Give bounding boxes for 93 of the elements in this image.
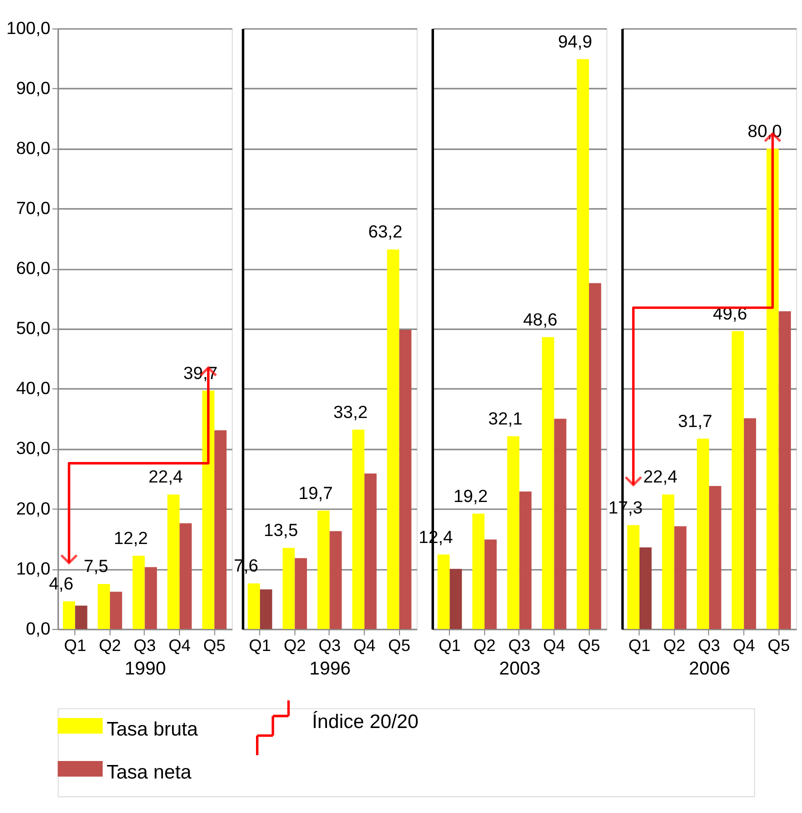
data-label: 19,7 [298, 482, 333, 503]
bar [542, 337, 554, 629]
legend-label: Tasa neta [106, 762, 192, 784]
bar [180, 523, 192, 629]
x-tick-label: Q5 [388, 636, 410, 655]
bar [282, 548, 295, 629]
bar [144, 567, 157, 629]
bar [75, 606, 88, 629]
bar [438, 554, 450, 629]
x-tick-label: Q3 [134, 636, 156, 655]
y-tick-label: 20,0 [16, 498, 51, 518]
data-label: 13,5 [264, 520, 298, 540]
x-tick-label: Q1 [64, 636, 86, 655]
x-axis-title: 1996 [309, 657, 351, 678]
data-label: 80,0 [748, 120, 782, 141]
bar [98, 584, 110, 629]
bar [294, 558, 307, 629]
bar [778, 311, 791, 629]
y-tick-label: 70,0 [16, 198, 51, 218]
bar [662, 494, 674, 629]
x-tick-label: Q5 [768, 636, 790, 655]
bar [709, 486, 722, 629]
bar [696, 438, 710, 629]
bar [364, 473, 377, 629]
x-tick-label: Q3 [698, 636, 720, 655]
x-tick-label: Q1 [628, 636, 651, 655]
x-axis-title: 1990 [124, 657, 166, 678]
y-tick-label: 80,0 [16, 138, 51, 158]
bar [744, 418, 756, 629]
y-tick-label: 60,0 [16, 258, 51, 278]
x-tick-label: Q3 [318, 636, 341, 655]
y-tick-label: 50,0 [16, 318, 51, 338]
bar [484, 540, 497, 629]
y-tick-label: 0,0 [26, 618, 51, 638]
data-label: 63,2 [368, 222, 402, 242]
bar [576, 59, 589, 629]
bar [732, 331, 744, 629]
data-label: 22,4 [643, 466, 678, 487]
y-tick-label: 10,0 [16, 558, 51, 578]
data-label: 12,2 [114, 528, 148, 548]
x-tick-label: Q2 [663, 636, 686, 655]
x-tick-label: Q4 [543, 636, 566, 655]
bar [248, 583, 260, 629]
bar [202, 390, 214, 629]
bar [387, 249, 400, 629]
bar [399, 330, 412, 629]
x-axis-title: 2006 [688, 657, 730, 678]
y-tick-label: 90,0 [16, 78, 51, 98]
bar [472, 514, 485, 629]
bar [674, 526, 686, 629]
bar [627, 525, 640, 629]
x-tick-label: Q4 [732, 636, 755, 655]
x-axis-title: 2003 [499, 657, 541, 678]
data-label: 4,6 [48, 574, 74, 594]
data-label: 7,5 [84, 556, 108, 576]
data-label: 94,9 [558, 31, 592, 52]
x-tick-label: Q5 [578, 636, 600, 655]
bar [214, 430, 227, 629]
bar [507, 436, 520, 629]
x-tick-label: Q2 [98, 636, 122, 655]
bar [519, 491, 532, 629]
x-tick-label: Q4 [353, 636, 376, 655]
data-label: 48,6 [523, 309, 558, 330]
legend-label: Tasa bruta [106, 718, 198, 741]
bar [554, 418, 566, 629]
bar [330, 531, 342, 629]
legend-label: Índice 20/20 [312, 710, 419, 733]
bar [62, 601, 76, 629]
x-tick-label: Q2 [473, 636, 496, 655]
x-tick-label: Q2 [284, 636, 306, 655]
bar [588, 283, 602, 629]
data-label: 32,1 [488, 408, 523, 428]
data-label: 31,7 [678, 410, 712, 431]
data-label: 33,2 [333, 402, 368, 422]
bar [260, 589, 272, 629]
x-tick-label: Q5 [203, 636, 226, 655]
data-label: 19,2 [453, 486, 488, 506]
x-tick-label: Q1 [438, 636, 461, 655]
x-tick-label: Q4 [168, 636, 191, 655]
y-tick-label: 40,0 [16, 378, 51, 398]
y-tick-label: 100,0 [6, 18, 51, 38]
x-tick-label: Q1 [248, 636, 272, 655]
bar [766, 148, 779, 629]
bar [110, 592, 122, 629]
bar [317, 510, 330, 629]
bar [639, 547, 652, 629]
y-tick-label: 30,0 [16, 438, 51, 458]
bar [352, 430, 364, 629]
bar [132, 556, 145, 629]
bar [167, 494, 180, 629]
x-tick-label: Q3 [508, 636, 530, 655]
data-label: 22,4 [148, 466, 183, 487]
bar [450, 568, 462, 629]
